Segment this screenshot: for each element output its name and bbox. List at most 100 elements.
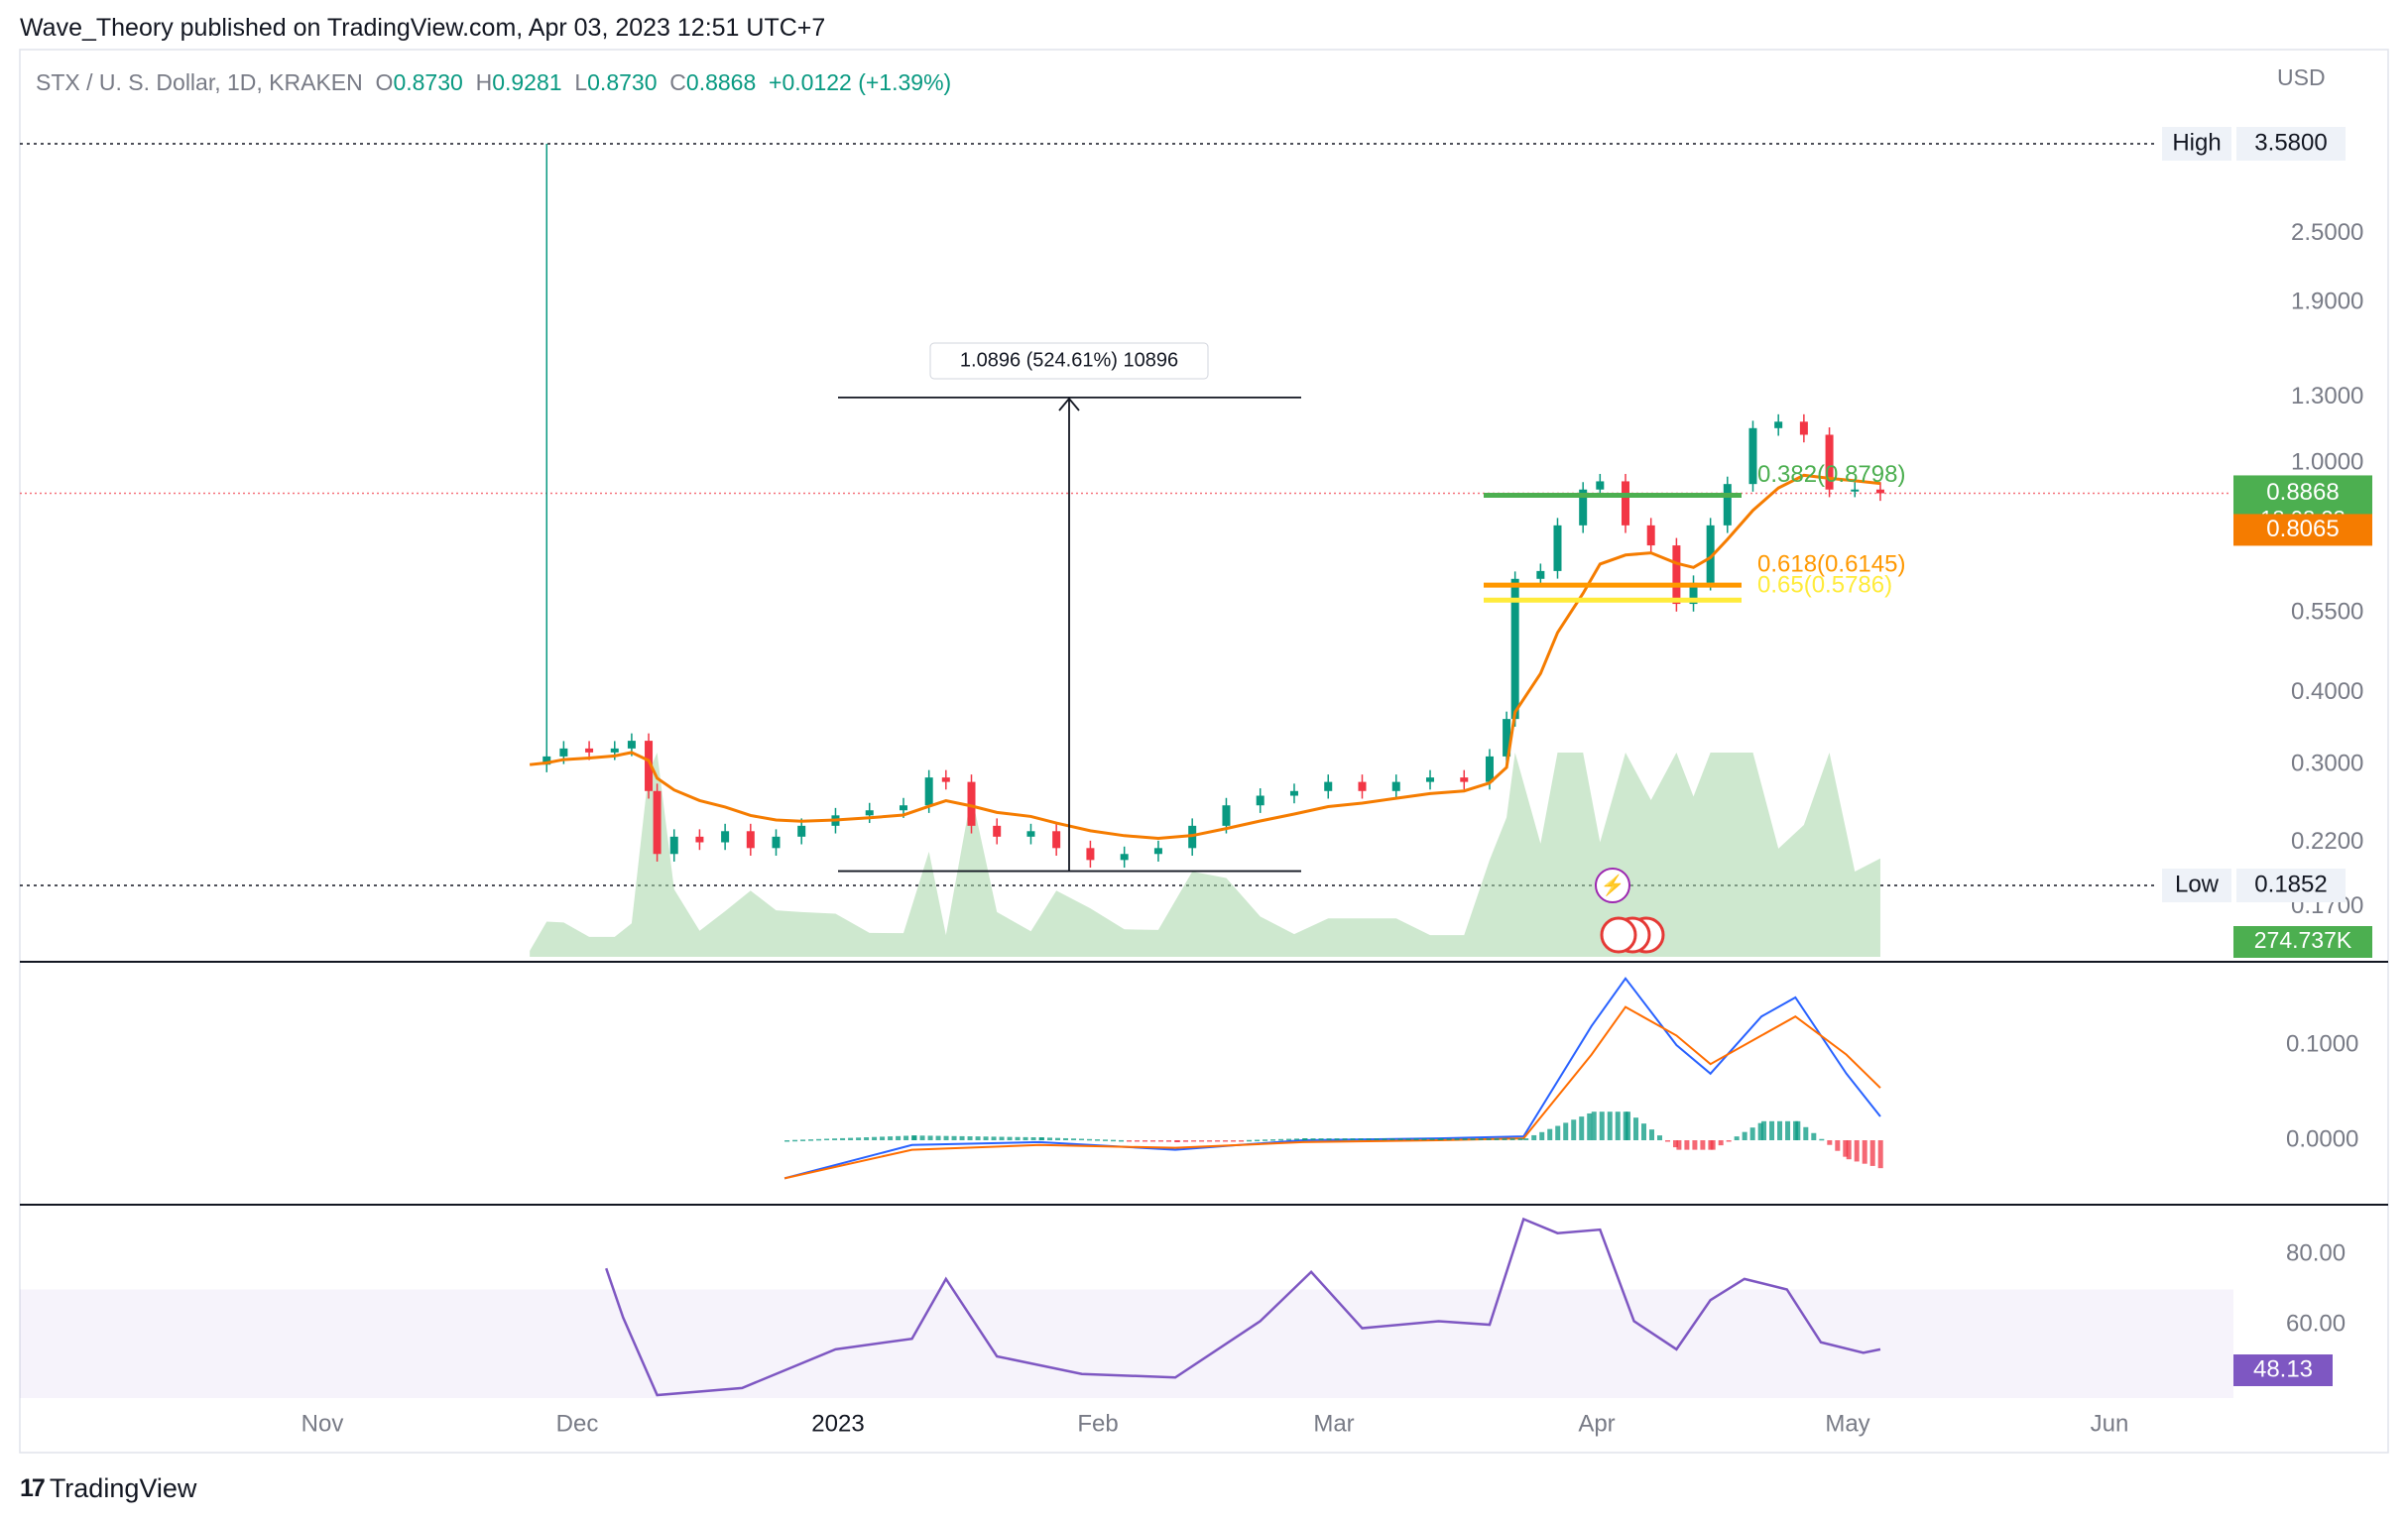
macd-histogram-bar (1429, 1138, 1435, 1140)
macd-histogram-bar (999, 1136, 1005, 1140)
price-tick-label: 1.3000 (2291, 383, 2363, 410)
candle-body (1851, 489, 1860, 492)
macd-histogram-bar (1095, 1139, 1101, 1141)
macd-histogram-bar (1502, 1138, 1507, 1140)
macd-histogram-bar (1111, 1139, 1117, 1142)
macd-histogram-bar (1103, 1139, 1109, 1141)
macd-tick-label: 0.1000 (2286, 1030, 2358, 1057)
candle-body (941, 777, 950, 782)
macd-signal-line (783, 1005, 1881, 1180)
chart-frame (19, 49, 2389, 1454)
candle-body (1689, 582, 1698, 605)
macd-histogram-bar (1563, 1122, 1569, 1140)
tradingview-logo-icon: 17 (20, 1474, 46, 1502)
high-value: 0.9281 (492, 69, 562, 95)
macd-histogram-bar (1007, 1136, 1013, 1140)
candle-body (924, 777, 933, 806)
high-value-bg (2236, 127, 2346, 161)
macd-histogram-bar (1854, 1140, 1860, 1162)
candle-body (772, 836, 781, 849)
macd-histogram-bar (1302, 1138, 1308, 1140)
lightning-event-icon (1595, 868, 1630, 903)
macd-histogram-bar (800, 1139, 806, 1141)
candle-body (1120, 854, 1129, 861)
macd-histogram-bar (1334, 1138, 1340, 1140)
price-tick-label: 1.0000 (2291, 448, 2363, 475)
brand-label: TradingView (49, 1473, 197, 1503)
macd-histogram-bar (1761, 1120, 1767, 1140)
macd-histogram-bar (1795, 1120, 1801, 1140)
candle-body (1579, 489, 1588, 526)
volume-badge (2233, 926, 2372, 958)
candle-body (542, 756, 551, 765)
macd-histogram-bar (911, 1135, 917, 1140)
candle-body (585, 748, 594, 753)
macd-histogram-bar (1607, 1112, 1613, 1140)
macd-histogram-bar (1591, 1112, 1597, 1140)
macd-histogram-bar (856, 1137, 862, 1140)
macd-histogram-bar (840, 1137, 846, 1140)
macd-histogram-bar (991, 1136, 997, 1140)
macd-histogram-bar (1734, 1136, 1740, 1140)
macd-histogram-bar (1742, 1131, 1747, 1140)
fib-label: 0.618(0.6145) (1757, 550, 1905, 577)
macd-histogram-bar (1023, 1136, 1028, 1140)
candle-body (1553, 525, 1562, 571)
macd-histogram-bar (1199, 1140, 1205, 1142)
macd-histogram-bar (1555, 1125, 1561, 1140)
candle-body (899, 805, 907, 811)
macd-histogram-bar (864, 1137, 870, 1140)
macd-histogram-bar (1389, 1138, 1395, 1140)
price-tick-label: 0.2200 (2291, 828, 2363, 855)
macd-histogram-bar (935, 1135, 941, 1140)
published-line: Wave_Theory published on TradingView.com… (20, 14, 826, 42)
macd-histogram-bar (1777, 1120, 1783, 1140)
macd-histogram-bar (1286, 1138, 1292, 1141)
macd-histogram-bar (1358, 1138, 1364, 1140)
macd-histogram-bar (1127, 1140, 1133, 1142)
macd-histogram-bar (888, 1136, 894, 1140)
macd-histogram-bar (1270, 1139, 1276, 1141)
candle-body (1153, 848, 1162, 855)
macd-histogram-bar (919, 1135, 925, 1140)
macd-histogram-bar (1326, 1138, 1332, 1140)
rsi-band (20, 1289, 2233, 1398)
price-tick-label: 1.9000 (2291, 288, 2363, 314)
macd-histogram-bar (967, 1136, 973, 1140)
price-tick-label: 2.5000 (2291, 219, 2363, 246)
candle-body (1510, 578, 1519, 720)
time-tick-label: Dec (556, 1410, 599, 1437)
candle-body (797, 825, 806, 837)
candle-body (1289, 790, 1298, 796)
macd-histogram-bar (824, 1138, 830, 1141)
candle-body (1052, 831, 1061, 849)
macd-histogram-bar (1579, 1116, 1585, 1140)
macd-histogram-bar (1087, 1138, 1093, 1141)
macd-histogram-bar (1223, 1140, 1229, 1142)
macd-histogram-bar (1143, 1140, 1148, 1142)
price-tick-label: 0.3000 (2291, 751, 2363, 777)
macd-histogram-bar (1207, 1140, 1213, 1142)
rsi-line (605, 1217, 1881, 1397)
high-label: High (2172, 129, 2221, 156)
macd-histogram-bar (1700, 1140, 1706, 1150)
candle-body (1391, 781, 1400, 791)
macd-histogram-bar (792, 1139, 798, 1142)
macd-histogram-bar (1531, 1134, 1537, 1140)
open-value: 0.8730 (393, 69, 463, 95)
macd-histogram-bar (1843, 1140, 1849, 1157)
symbol-legend: STX / U. S. Dollar, 1D, KRAKEN O0.8730 H… (36, 69, 952, 95)
low-value-label: 0.1852 (2254, 871, 2327, 897)
macd-histogram-bar (1350, 1138, 1356, 1140)
macd-histogram-bar (903, 1135, 909, 1140)
candle-body (1222, 805, 1231, 826)
price-tick-label: 0.5500 (2291, 598, 2363, 625)
time-tick-label: Apr (1578, 1410, 1615, 1437)
macd-histogram-bar (1166, 1140, 1172, 1142)
tradingview-brand[interactable]: 17 TradingView (20, 1473, 196, 1504)
macd-histogram-bar (1869, 1140, 1875, 1166)
macd-histogram-bar (1633, 1117, 1639, 1140)
candle-body (1799, 421, 1808, 435)
macd-histogram-bar (1454, 1138, 1460, 1140)
